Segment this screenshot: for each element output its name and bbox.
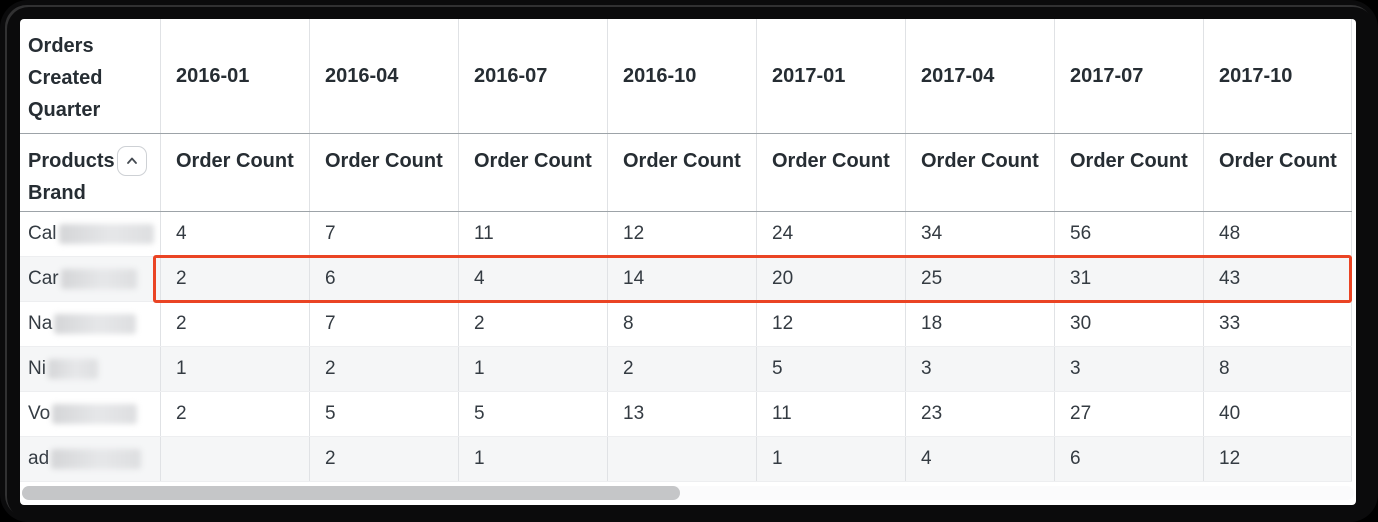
table-cell[interactable]: 20 [756, 257, 905, 301]
measure-header[interactable]: Order Count [756, 134, 905, 211]
row-label[interactable]: ad [20, 437, 160, 481]
redacted-text [51, 449, 142, 469]
table-cell[interactable]: 2 [309, 437, 458, 481]
table-row: Cal 4 7 11 12 24 34 56 48 [20, 212, 1352, 257]
pivot-table: Orders Created Quarter 2016-01 2016-04 2… [20, 19, 1352, 482]
table-cell[interactable]: 27 [1054, 392, 1203, 436]
column-header-2016-07[interactable]: 2016-07 [458, 19, 607, 133]
table-cell[interactable]: 40 [1203, 392, 1352, 436]
row-dimension-label: Products Brand [28, 150, 115, 204]
table-cell[interactable]: 2 [160, 302, 309, 346]
table-cell[interactable]: 3 [1054, 347, 1203, 391]
column-header-2017-04[interactable]: 2017-04 [905, 19, 1054, 133]
sort-direction-button[interactable] [117, 146, 147, 176]
redacted-text [52, 404, 138, 424]
table-cell[interactable]: 24 [756, 212, 905, 256]
column-header-2016-04[interactable]: 2016-04 [309, 19, 458, 133]
table-cell[interactable]: 56 [1054, 212, 1203, 256]
table-cell[interactable]: 2 [458, 302, 607, 346]
row-label[interactable]: Na [20, 302, 160, 346]
table-cell[interactable]: 8 [1203, 347, 1352, 391]
table-cell[interactable]: 3 [905, 347, 1054, 391]
table-cell[interactable] [160, 437, 309, 481]
table-cell[interactable]: 30 [1054, 302, 1203, 346]
quarter-header-row: Orders Created Quarter 2016-01 2016-04 2… [20, 19, 1352, 134]
row-label[interactable]: Cal [20, 212, 160, 256]
table-cell[interactable]: 8 [607, 302, 756, 346]
row-dimension-header[interactable]: Products Brand [20, 134, 160, 211]
table-cell[interactable]: 11 [458, 212, 607, 256]
column-header-2016-10[interactable]: 2016-10 [607, 19, 756, 133]
table-cell[interactable]: 2 [309, 347, 458, 391]
corner-header-label: Orders Created Quarter [28, 35, 103, 121]
table-cell[interactable]: 5 [458, 392, 607, 436]
table-cell[interactable]: 6 [309, 257, 458, 301]
table-cell[interactable]: 11 [756, 392, 905, 436]
table-cell[interactable]: 4 [905, 437, 1054, 481]
table-cell[interactable]: 4 [160, 212, 309, 256]
table-cell[interactable]: 33 [1203, 302, 1352, 346]
redacted-text [54, 314, 137, 334]
table-cell[interactable]: 2 [160, 257, 309, 301]
measure-header[interactable]: Order Count [309, 134, 458, 211]
table-cell[interactable]: 2 [160, 392, 309, 436]
column-header-2017-01[interactable]: 2017-01 [756, 19, 905, 133]
row-label[interactable]: Car [20, 257, 160, 301]
table-cell[interactable]: 12 [1203, 437, 1352, 481]
measure-header[interactable]: Order Count [1054, 134, 1203, 211]
measure-header[interactable]: Order Count [607, 134, 756, 211]
table-cell[interactable]: 4 [458, 257, 607, 301]
table-row: Vo 2 5 5 13 11 23 27 40 [20, 392, 1352, 437]
redacted-text [58, 224, 154, 244]
table-cell[interactable]: 7 [309, 302, 458, 346]
table-cell[interactable]: 31 [1054, 257, 1203, 301]
table-row: ad 2 1 1 4 6 12 [20, 437, 1352, 482]
table-cell[interactable]: 1 [160, 347, 309, 391]
redacted-text [60, 269, 137, 289]
table-cell[interactable]: 1 [458, 347, 607, 391]
table-cell[interactable]: 2 [607, 347, 756, 391]
table-cell[interactable]: 12 [607, 212, 756, 256]
measure-header-row: Products Brand Order Count Order Count O… [20, 134, 1352, 212]
table-cell[interactable]: 13 [607, 392, 756, 436]
table-cell[interactable]: 23 [905, 392, 1054, 436]
table-cell[interactable]: 5 [756, 347, 905, 391]
table-cell[interactable]: 43 [1203, 257, 1352, 301]
horizontal-scrollbar[interactable] [22, 486, 1354, 500]
data-table-panel: Orders Created Quarter 2016-01 2016-04 2… [20, 19, 1356, 505]
table-cell[interactable]: 25 [905, 257, 1054, 301]
table-cell[interactable]: 7 [309, 212, 458, 256]
chevron-up-icon [127, 157, 137, 164]
table-row: Ni 1 2 1 2 5 3 3 8 [20, 347, 1352, 392]
measure-header[interactable]: Order Count [1203, 134, 1352, 211]
row-label[interactable]: Ni [20, 347, 160, 391]
table-cell[interactable]: 14 [607, 257, 756, 301]
scrollbar-thumb[interactable] [22, 486, 680, 500]
column-header-2016-01[interactable]: 2016-01 [160, 19, 309, 133]
table-cell[interactable]: 12 [756, 302, 905, 346]
table-cell[interactable]: 1 [458, 437, 607, 481]
corner-header: Orders Created Quarter [20, 19, 160, 133]
table-row-highlighted: Car 2 6 4 14 20 25 31 43 [20, 257, 1352, 302]
table-cell[interactable]: 34 [905, 212, 1054, 256]
column-header-2017-07[interactable]: 2017-07 [1054, 19, 1203, 133]
redacted-text [47, 359, 98, 379]
measure-header[interactable]: Order Count [905, 134, 1054, 211]
table-row: Na 2 7 2 8 12 18 30 33 [20, 302, 1352, 347]
measure-header[interactable]: Order Count [160, 134, 309, 211]
table-cell[interactable]: 48 [1203, 212, 1352, 256]
measure-header[interactable]: Order Count [458, 134, 607, 211]
table-cell[interactable]: 5 [309, 392, 458, 436]
table-cell[interactable]: 1 [756, 437, 905, 481]
table-cell[interactable] [607, 437, 756, 481]
row-label[interactable]: Vo [20, 392, 160, 436]
table-cell[interactable]: 18 [905, 302, 1054, 346]
table-cell[interactable]: 6 [1054, 437, 1203, 481]
column-header-2017-10[interactable]: 2017-10 [1203, 19, 1352, 133]
